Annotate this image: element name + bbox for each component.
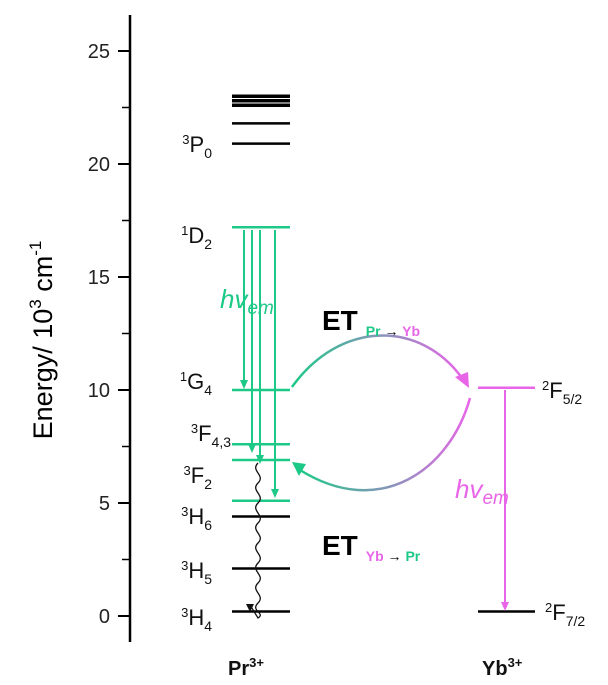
- y-axis-label: Energy/ 103 cm-1: [26, 241, 58, 440]
- y-tick-label: 25: [88, 41, 110, 63]
- label-1g4: 1G4: [180, 369, 212, 398]
- arrowhead-icon: [271, 489, 279, 498]
- yb-energy-levels: [478, 386, 535, 613]
- y-axis: 0 5 10 15 20 25 Energy/ 103 cm-1: [26, 15, 132, 642]
- et-yb-pr-label: ET Yb → Pr: [322, 530, 421, 564]
- wavy-arrow-icon: [246, 462, 261, 619]
- label-3f2: 3F2: [184, 463, 213, 492]
- yb-term-labels: 2F5/2 2F7/2: [542, 378, 585, 629]
- pr-emission-label: hvem: [220, 284, 274, 319]
- arrowhead-icon: [240, 380, 248, 389]
- label-3f43: 3F4,3: [191, 421, 231, 450]
- arrowhead-icon: [292, 462, 306, 476]
- y-tick-label: 20: [88, 154, 110, 176]
- label-1d2: 1D2: [181, 223, 212, 252]
- label-3h4: 3H4: [181, 605, 212, 634]
- label-3h6: 3H6: [181, 504, 212, 533]
- nonradiative-relaxation: [249, 462, 261, 619]
- arrowhead-icon: [455, 372, 469, 388]
- label-2f72: 2F7/2: [545, 600, 585, 629]
- pr-radiative-transitions: [240, 230, 279, 498]
- yb-radiative-transition: [501, 390, 509, 611]
- yb-emission-label: hvem: [455, 474, 509, 509]
- y-tick-label: 15: [88, 267, 110, 289]
- label-2f52: 2F5/2: [542, 378, 582, 407]
- et-yb-to-pr-arrow: [299, 397, 472, 492]
- pr-term-labels: 3P0 1D2 1G4 3F4,3 3F2 3H6 3H5 3H4: [180, 132, 231, 634]
- arrowhead-icon: [248, 444, 256, 453]
- label-3p0: 3P0: [182, 132, 212, 161]
- y-tick-label: 5: [99, 493, 110, 515]
- yb-ion-label: Yb3+: [482, 655, 523, 680]
- arrowhead-icon: [501, 602, 509, 611]
- y-axis-ticks: 0 5 10 15 20 25: [88, 41, 130, 628]
- curved-arrow-icon: [290, 334, 472, 492]
- et-pr-to-yb-arrow: [290, 334, 464, 388]
- et-pr-yb-label: ET Pr → Yb: [322, 305, 420, 339]
- y-tick-label: 0: [99, 606, 110, 628]
- y-tick-label: 10: [88, 380, 110, 402]
- arrowhead-icon: [256, 455, 264, 464]
- pr-ion-label: Pr3+: [228, 655, 264, 680]
- arrowhead-icon: [246, 604, 254, 612]
- label-3h5: 3H5: [181, 558, 212, 587]
